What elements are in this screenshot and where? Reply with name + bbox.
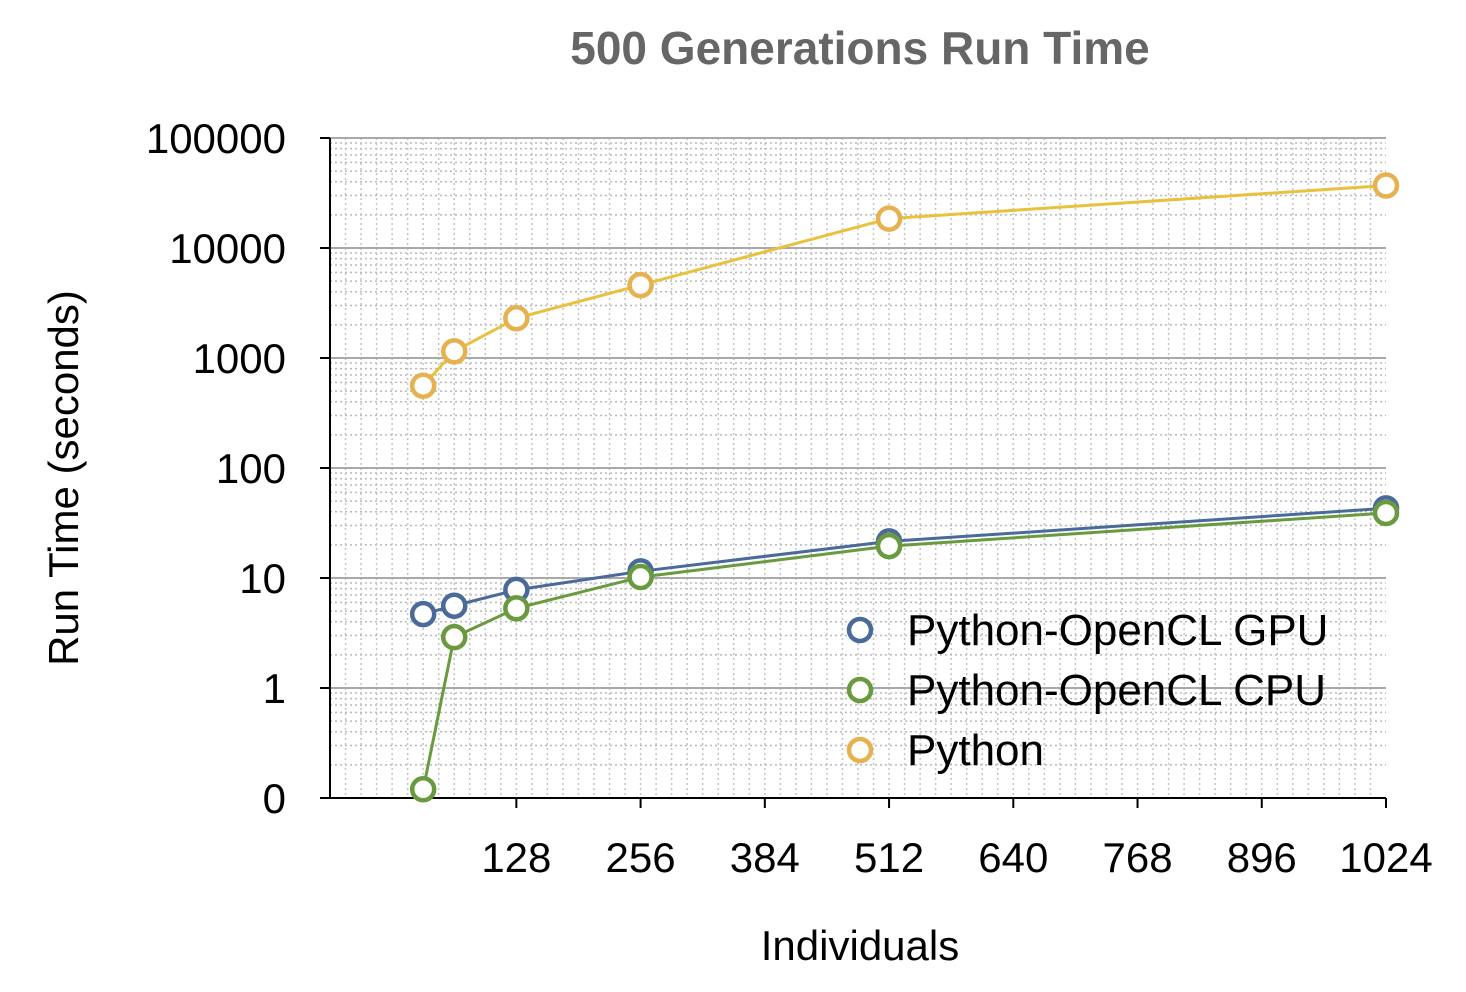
data-point-python-opencl-cpu — [440, 623, 468, 651]
y-tick-label: 0 — [263, 775, 286, 822]
x-tick-label: 640 — [978, 834, 1048, 881]
legend-marker — [846, 616, 874, 644]
legend-label: Python-OpenCL CPU — [907, 666, 1326, 715]
x-tick-label: 512 — [854, 834, 924, 881]
data-point-python-opencl-cpu — [409, 776, 437, 803]
x-tick-label: 1024 — [1339, 834, 1432, 881]
y-tick-label: 10000 — [169, 225, 286, 272]
x-tick-labels: 128 256 384 512 640 768 896 1024 — [481, 834, 1432, 881]
x-tick-label: 256 — [606, 834, 676, 881]
axes — [320, 137, 1387, 808]
data-point-python — [1372, 172, 1400, 199]
legend-label: Python-OpenCL GPU — [907, 606, 1328, 655]
x-tick-label: 768 — [1102, 834, 1172, 881]
x-tick-label: 896 — [1227, 834, 1297, 881]
data-point-python-opencl-gpu — [409, 600, 437, 628]
y-tick-label: 10 — [239, 555, 286, 602]
data-point-python — [409, 372, 437, 399]
series-line-python-opencl-cpu — [421, 511, 1387, 790]
y-axis-label: Run Time (seconds) — [40, 290, 87, 666]
x-tick-label: 384 — [730, 834, 800, 881]
series-layer — [409, 172, 1400, 803]
data-point-python-opencl-cpu — [627, 563, 654, 591]
data-point-python — [440, 338, 468, 365]
data-point-python-opencl-cpu — [1372, 499, 1400, 527]
legend: Python-OpenCL GPU Python-OpenCL CPU Python — [846, 606, 1328, 775]
data-point-python — [503, 304, 530, 332]
y-tick-label: 100 — [216, 445, 286, 492]
data-point-python-opencl-gpu — [440, 592, 468, 619]
x-tick-label: 128 — [481, 834, 551, 881]
y-tick-labels: 0 1 10 100 1000 10000 100000 — [146, 115, 286, 822]
data-point-python-opencl-cpu — [503, 595, 530, 622]
legend-label: Python — [907, 726, 1044, 775]
y-tick-label: 1 — [263, 665, 286, 712]
chart-title: 500 Generations Run Time — [570, 22, 1149, 74]
data-point-python-opencl-cpu — [875, 532, 903, 560]
data-point-python — [627, 271, 654, 299]
y-tick-label: 100000 — [146, 115, 286, 162]
y-tick-label: 1000 — [193, 335, 286, 382]
legend-marker — [846, 676, 874, 704]
data-point-python — [875, 205, 903, 232]
x-axis-label: Individuals — [761, 922, 959, 969]
legend-marker — [846, 736, 874, 764]
